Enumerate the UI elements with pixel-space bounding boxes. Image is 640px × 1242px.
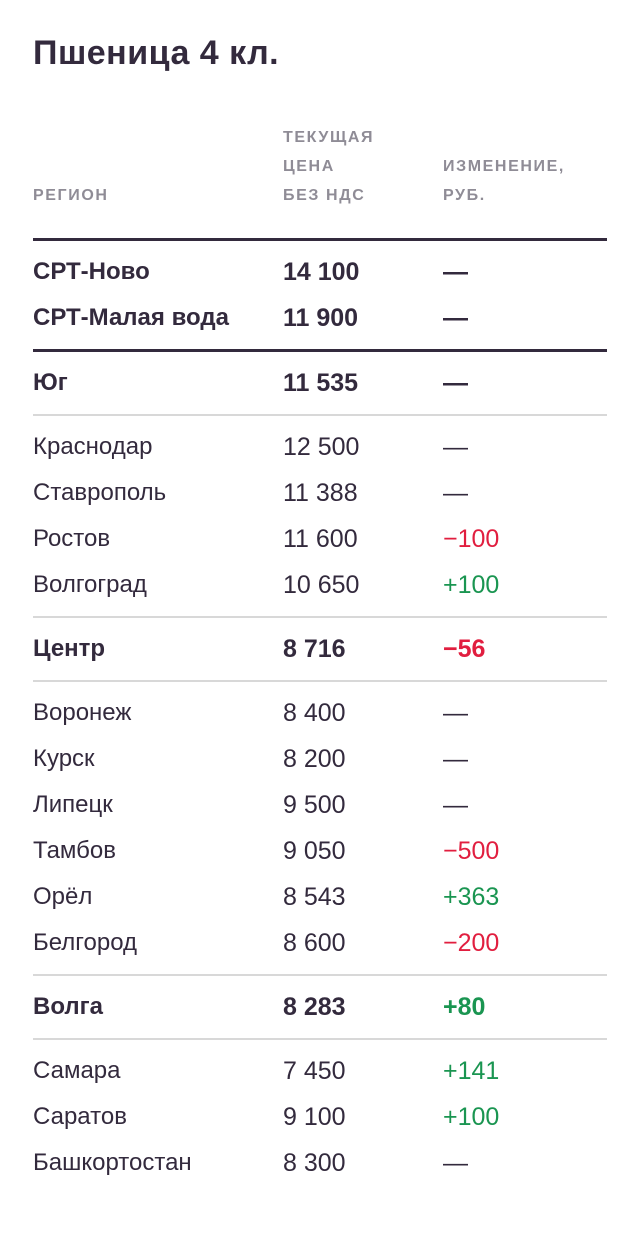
price-cell: 11 535 xyxy=(283,368,359,397)
table-row: Белгород 8 600 −200 xyxy=(33,920,607,966)
region-cell: Башкортостан xyxy=(33,1149,192,1176)
change-cell: +100 xyxy=(443,570,500,599)
price-cell: 9 050 xyxy=(283,836,346,865)
change-cell: — xyxy=(443,1148,468,1177)
column-header-price-line-3: БЕЗ НДС xyxy=(283,187,366,204)
price-cell: 8 716 xyxy=(283,634,346,663)
section-divider-light xyxy=(33,974,607,976)
change-cell: — xyxy=(443,698,468,727)
region-cell: Волгоград xyxy=(33,571,147,598)
price-cell: 7 450 xyxy=(283,1056,346,1085)
region-cell: Центр xyxy=(33,635,106,662)
table-row: Краснодар 12 500 — xyxy=(33,424,607,470)
region-cell: Липецк xyxy=(33,791,113,818)
region-cell: Белгород xyxy=(33,929,138,956)
change-cell: −200 xyxy=(443,928,500,957)
region-cell: Курск xyxy=(33,745,95,772)
section-divider-dark xyxy=(33,238,607,241)
table-row: Липецк 9 500 — xyxy=(33,782,607,828)
change-cell: −500 xyxy=(443,836,500,865)
region-cell: Ростов xyxy=(33,525,111,552)
table-row: Волгоград 10 650 +100 xyxy=(33,562,607,608)
change-cell: — xyxy=(443,432,468,461)
price-cell: 11 600 xyxy=(283,524,358,553)
change-cell: +363 xyxy=(443,882,500,911)
change-cell: — xyxy=(443,790,468,819)
price-cell: 8 283 xyxy=(283,992,346,1021)
change-cell: −100 xyxy=(443,524,500,553)
table-row: Ростов 11 600 −100 xyxy=(33,516,607,562)
region-cell: Орёл xyxy=(33,883,93,910)
price-cell: 9 100 xyxy=(283,1102,346,1131)
table-body: СРТ-Ново 14 100 — СРТ-Малая вода 11 900 … xyxy=(33,238,607,1186)
section-divider-light xyxy=(33,616,607,618)
change-cell: +141 xyxy=(443,1056,500,1085)
region-cell: СРТ-Ново xyxy=(33,258,150,285)
price-table: РЕГИОН ТЕКУЩАЯ ЦЕНА БЕЗ НДС ИЗМЕНЕНИЕ, Р… xyxy=(33,123,607,1186)
price-cell: 10 650 xyxy=(283,570,360,599)
region-cell: Саратов xyxy=(33,1103,127,1130)
table-row: Ставрополь 11 388 — xyxy=(33,470,607,516)
table-row: СРТ-Ново 14 100 — xyxy=(33,249,607,295)
wheat-price-page: Пшеница 4 кл. РЕГИОН ТЕКУЩАЯ ЦЕНА БЕЗ НД… xyxy=(0,34,640,1186)
region-cell: Юг xyxy=(33,369,68,396)
table-row: Юг 11 535 — xyxy=(33,360,607,406)
price-cell: 8 200 xyxy=(283,744,346,773)
change-cell: — xyxy=(443,478,468,507)
table-header-row: РЕГИОН ТЕКУЩАЯ ЦЕНА БЕЗ НДС ИЗМЕНЕНИЕ, Р… xyxy=(33,123,607,230)
region-cell: Краснодар xyxy=(33,433,153,460)
section-divider-dark xyxy=(33,349,607,352)
price-cell: 12 500 xyxy=(283,432,360,461)
change-cell: +100 xyxy=(443,1102,500,1131)
table-row: Центр 8 716 −56 xyxy=(33,626,607,672)
table-row: Саратов 9 100 +100 xyxy=(33,1094,607,1140)
price-cell: 8 600 xyxy=(283,928,346,957)
change-cell: — xyxy=(443,303,468,332)
region-cell: Тамбов xyxy=(33,837,117,864)
column-header-price: ТЕКУЩАЯ ЦЕНА БЕЗ НДС xyxy=(283,123,443,210)
table-row: Орёл 8 543 +363 xyxy=(33,874,607,920)
column-header-price-line-1: ТЕКУЩАЯ xyxy=(283,129,375,146)
table-row: Башкортостан 8 300 — xyxy=(33,1140,607,1186)
region-cell: Ставрополь xyxy=(33,479,167,506)
price-cell: 8 400 xyxy=(283,698,346,727)
section-divider-light xyxy=(33,680,607,682)
table-row: Самара 7 450 +141 xyxy=(33,1048,607,1094)
column-header-change: ИЗМЕНЕНИЕ, РУБ. xyxy=(443,152,607,210)
table-row: Воронеж 8 400 — xyxy=(33,690,607,736)
price-cell: 14 100 xyxy=(283,257,360,286)
column-header-region: РЕГИОН xyxy=(33,181,283,210)
table-row: Волга 8 283 +80 xyxy=(33,984,607,1030)
section-divider-light xyxy=(33,1038,607,1040)
region-cell: СРТ-Малая вода xyxy=(33,304,229,331)
change-cell: — xyxy=(443,368,468,397)
section-divider-light xyxy=(33,414,607,416)
table-row: СРТ-Малая вода 11 900 — xyxy=(33,295,607,341)
region-cell: Воронеж xyxy=(33,699,132,726)
price-cell: 11 900 xyxy=(283,303,359,332)
column-header-region-label: РЕГИОН xyxy=(33,187,109,204)
region-cell: Самара xyxy=(33,1057,121,1084)
region-cell: Волга xyxy=(33,993,103,1020)
price-cell: 8 300 xyxy=(283,1148,346,1177)
column-header-change-line-1: ИЗМЕНЕНИЕ, xyxy=(443,158,565,175)
price-cell: 11 388 xyxy=(283,478,358,507)
price-cell: 9 500 xyxy=(283,790,346,819)
change-cell: — xyxy=(443,744,468,773)
price-cell: 8 543 xyxy=(283,882,346,911)
column-header-price-line-2: ЦЕНА xyxy=(283,158,335,175)
change-cell: — xyxy=(443,257,468,286)
table-row: Курск 8 200 — xyxy=(33,736,607,782)
change-cell: −56 xyxy=(443,634,486,663)
page-title: Пшеница 4 кл. xyxy=(33,34,280,72)
change-cell: +80 xyxy=(443,992,486,1021)
table-row: Тамбов 9 050 −500 xyxy=(33,828,607,874)
column-header-change-line-2: РУБ. xyxy=(443,187,486,204)
